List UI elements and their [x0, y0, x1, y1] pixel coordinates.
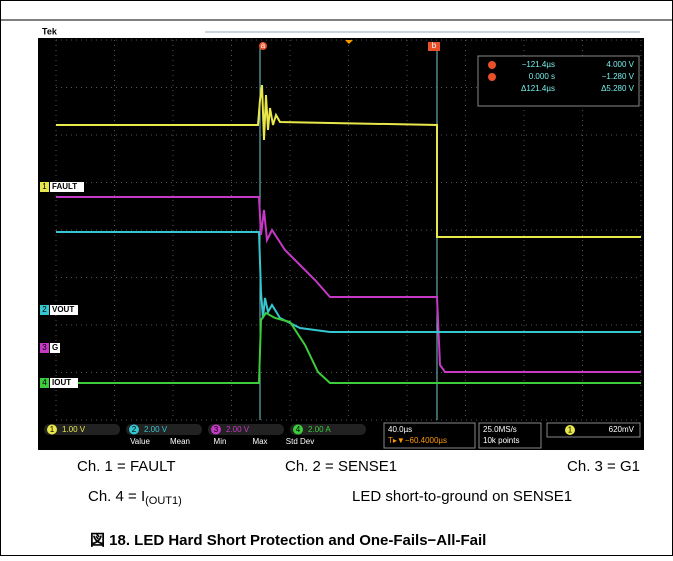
trace-ch1 — [56, 84, 641, 238]
sample-rate: 25.0MS/s — [483, 425, 517, 434]
cursor-a-marker — [259, 42, 267, 50]
measure-header: Min — [214, 437, 227, 446]
caption: Ch. 4 = I(OUT1) — [88, 488, 182, 507]
measure-header: Mean — [170, 437, 190, 446]
graticule — [55, 39, 642, 421]
ch-tag — [40, 343, 49, 353]
ch-scale-bg — [208, 424, 284, 435]
trig-level: 620mV — [609, 425, 635, 434]
caption: Ch. 1 = FAULT — [77, 458, 176, 475]
ch-pill-num: 3 — [214, 425, 219, 434]
measure-header: Std Dev — [286, 437, 314, 446]
brand: Tek — [42, 26, 58, 36]
caption-text: Ch. 4 = I — [88, 488, 145, 505]
readout: −1.280 V — [602, 72, 635, 81]
ch-label-bg — [50, 182, 84, 192]
cursor-b-label: b — [432, 41, 437, 50]
ch-label: VOUT — [52, 305, 74, 314]
ch-scale-bg — [44, 424, 120, 435]
ch-scale-bg — [126, 424, 202, 435]
trigger-marker — [345, 40, 353, 44]
ch-pill-num: 2 — [132, 425, 137, 434]
ch-scale-bg — [290, 424, 366, 435]
acq-box — [478, 422, 542, 449]
readout: 0.000 s — [529, 72, 555, 81]
caption: LED short-to-ground on SENSE1 — [352, 488, 572, 505]
cursor-b-marker — [428, 42, 440, 51]
trace-ch2 — [56, 231, 641, 333]
ch-pill — [47, 424, 57, 435]
ch-pill — [129, 424, 139, 435]
rb — [488, 73, 496, 81]
scope-screen: Tek a b −121.4µs 4.000 V 0.000 s −1.280 … — [38, 26, 644, 450]
caption-sub: (OUT1) — [145, 495, 182, 507]
tb-box — [383, 422, 476, 449]
cursor-a-label: a — [261, 41, 266, 50]
measure-header: Max — [252, 437, 267, 446]
ch-number: 1 — [42, 182, 47, 191]
ch-scale: 2.00 A — [308, 425, 331, 434]
ch-pill — [293, 424, 303, 435]
ch-label-bg — [50, 378, 78, 388]
trace-ch3 — [56, 196, 641, 373]
trigger-pos: T▸▼−60.4000µs — [388, 436, 447, 445]
figure-title: 図 18. LED Hard Short Protection and One-… — [90, 532, 486, 549]
ch-label-bg — [50, 305, 78, 315]
ch-number: 3 — [42, 343, 47, 352]
ch-number: 2 — [42, 305, 47, 314]
ch-pill-num: 4 — [296, 425, 301, 434]
trace-ch4 — [56, 311, 641, 384]
ch-label-bg — [50, 343, 60, 353]
ch-label: G — [52, 343, 58, 352]
timebase: 40.0µs — [388, 425, 412, 434]
readout: Δ121.4µs — [521, 84, 555, 93]
readout-box — [477, 55, 640, 107]
ch-label: IOUT — [52, 378, 71, 387]
readout: 4.000 V — [606, 60, 634, 69]
ra — [488, 61, 496, 69]
readout: −121.4µs — [522, 60, 555, 69]
ch-tag — [40, 378, 49, 388]
ch-scale: 2.00 V — [226, 425, 250, 434]
ch-scale: 2.00 V — [144, 425, 168, 434]
readout: Δ5.280 V — [601, 84, 635, 93]
ch-label: FAULT — [52, 182, 77, 191]
ch-scale: 1.00 V — [62, 425, 86, 434]
ch-tag — [40, 182, 49, 192]
measure-header: Value — [130, 437, 150, 446]
ch-tag — [40, 305, 49, 315]
ch-pill — [211, 424, 221, 435]
ch-number: 4 — [42, 378, 47, 387]
ch-pill-num: 1 — [50, 425, 55, 434]
caption: Ch. 3 = G1 — [567, 458, 640, 475]
trig-pill — [565, 425, 575, 435]
caption: Ch. 2 = SENSE1 — [285, 458, 397, 475]
trig-ch: 1 — [568, 426, 573, 435]
record: 10k points — [483, 436, 519, 445]
